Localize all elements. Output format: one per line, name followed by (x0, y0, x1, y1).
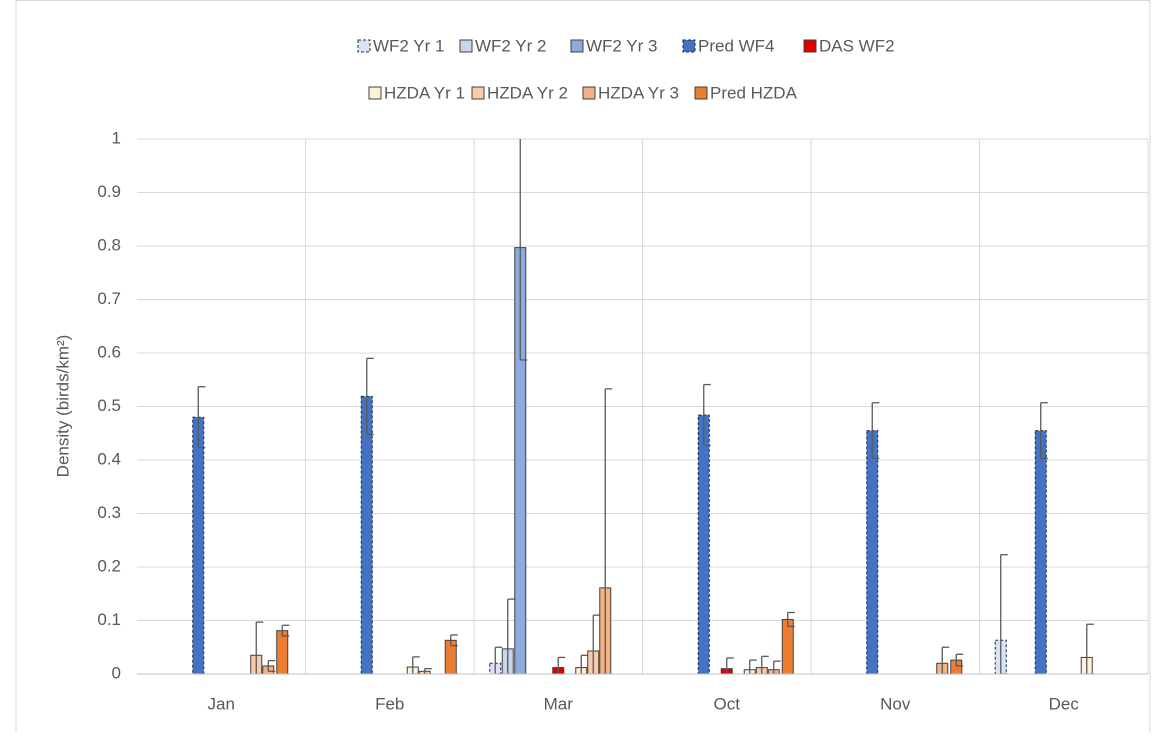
bar (866, 430, 879, 674)
x-tick-label: Mar (544, 694, 574, 713)
x-tick-label: Jan (208, 694, 235, 713)
legend-label: Pred WF4 (698, 36, 775, 55)
legend-swatch (459, 39, 473, 53)
y-tick-label: 0.4 (97, 449, 121, 468)
legend-swatch (803, 39, 817, 53)
y-tick-label: 0.2 (97, 556, 121, 575)
bar (360, 395, 373, 674)
y-axis-label: Density (birds/km²) (53, 335, 72, 478)
legend-label: HZDA Yr 1 (384, 83, 465, 102)
y-tick-label: 1 (112, 128, 121, 147)
legend-label: WF2 Yr 1 (373, 36, 444, 55)
y-tick-label: 0.5 (97, 396, 121, 415)
legend-swatch (357, 39, 371, 53)
y-tick-label: 0.7 (97, 289, 121, 308)
x-tick-label: Feb (375, 694, 404, 713)
legend-label: DAS WF2 (819, 36, 895, 55)
legend-swatch (570, 39, 584, 53)
legend-swatch (682, 39, 696, 53)
y-tick-label: 0.8 (97, 235, 121, 254)
bar (697, 414, 710, 674)
bar (276, 630, 289, 674)
legend-swatch (471, 86, 485, 100)
legend-label: WF2 Yr 2 (475, 36, 546, 55)
y-tick-label: 0 (112, 663, 121, 682)
legend-label: Pred HZDA (710, 83, 798, 102)
legend-label: HZDA Yr 3 (598, 83, 679, 102)
bar (1034, 430, 1047, 674)
bar (192, 416, 205, 674)
y-tick-label: 0.3 (97, 503, 121, 522)
y-tick-label: 0.9 (97, 182, 121, 201)
legend-swatch (368, 86, 382, 100)
chart-frame (15, 0, 1151, 738)
legend-label: HZDA Yr 2 (487, 83, 568, 102)
x-tick-label: Oct (714, 694, 741, 713)
plot (192, 139, 1094, 674)
legend-swatch (694, 86, 708, 100)
legend-label: WF2 Yr 3 (586, 36, 657, 55)
y-tick-label: 0.6 (97, 342, 121, 361)
x-tick-label: Nov (880, 694, 911, 713)
y-tick-label: 0.1 (97, 610, 121, 629)
x-tick-label: Dec (1049, 694, 1080, 713)
legend-swatch (582, 86, 596, 100)
bar (781, 618, 794, 674)
